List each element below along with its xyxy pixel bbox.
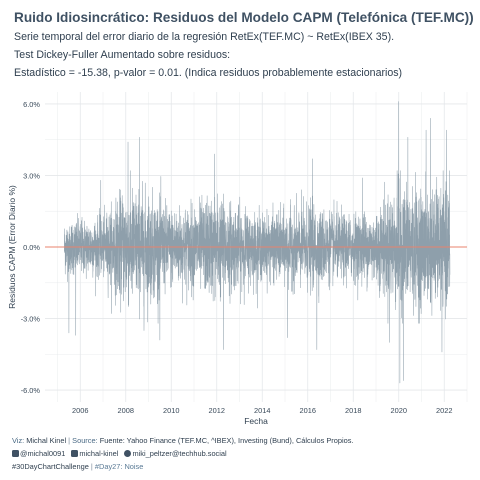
footer-handles: @michal0091 michal-kinel miki_peltzer@te… xyxy=(12,447,353,460)
footer: Viz: Michal Kinel | Source: Fuente: Yaho… xyxy=(12,434,353,473)
y-tick-label: -3.0% xyxy=(21,315,41,324)
viz-label: Viz: xyxy=(12,436,25,445)
x-tick-label: 2016 xyxy=(300,406,316,415)
source-label: Source: xyxy=(72,436,98,445)
day-tag[interactable]: #Day27: Noise xyxy=(94,462,144,471)
y-tick-label: 6.0% xyxy=(23,100,40,109)
x-tick-label: 2014 xyxy=(254,406,270,415)
footer-separator: | xyxy=(68,436,71,445)
linkedin-icon xyxy=(71,450,79,457)
x-tick-label: 2020 xyxy=(391,406,407,415)
footer-credits: Viz: Michal Kinel | Source: Fuente: Yaho… xyxy=(12,434,353,447)
x-axis-label: Fecha xyxy=(244,416,268,426)
source-text: Fuente: Yahoo Finance (TEF.MC, ^IBEX), I… xyxy=(99,436,354,445)
y-tick-label: -6.0% xyxy=(21,386,41,395)
adf-test-heading: Test Dickey-Fuller Aumentado sobre resid… xyxy=(14,49,231,61)
viz-author: Michal Kinel xyxy=(26,436,67,445)
linkedin-handle[interactable]: michal-kinel xyxy=(79,449,119,458)
x-tick-label: 2010 xyxy=(163,406,179,415)
y-axis-ticks: 6.0% 3.0% 0.0% -3.0% -6.0% xyxy=(21,100,41,395)
y-axis-label: Residuos CAPM (Error Diario %) xyxy=(7,185,17,309)
residuals-chart: 6.0%3.0%0.0%-3.0%-6.0% 2006 2008 2010 2012 2… xyxy=(7,92,468,426)
residual-series xyxy=(64,101,451,384)
x-axis-ticks: 2006 2008 2010 2012 2014 2016 2018 2020 2022 xyxy=(72,406,452,415)
x-tick-label: 2022 xyxy=(436,406,452,415)
x-tick-label: 2006 xyxy=(72,406,88,415)
adf-test-result: Estadístico = -15.38, p-valor = 0.01. (I… xyxy=(14,67,403,79)
y-tick-label: 3.0% xyxy=(23,171,40,180)
x-tick-label: 2012 xyxy=(209,406,225,415)
mastodon-icon xyxy=(124,450,132,457)
mastodon-handle[interactable]: miki_peltzer@techhub.social xyxy=(132,449,227,458)
y-tick-label: 0.0% xyxy=(23,243,40,252)
challenge-tag[interactable]: #30DayChartChallenge xyxy=(12,462,89,471)
footer-tags: #30DayChartChallenge | #Day27: Noise xyxy=(12,460,353,473)
residual-line xyxy=(64,101,451,384)
x-twitter-icon xyxy=(12,450,19,457)
chart-title: Ruido Idiosincrático: Residuos del Model… xyxy=(14,10,474,25)
x-handle[interactable]: @michal0091 xyxy=(20,449,66,458)
x-tick-label: 2008 xyxy=(118,406,134,415)
tag-separator: | xyxy=(90,462,93,471)
chart-subtitle: Serie temporal del error diario de la re… xyxy=(14,31,395,43)
x-tick-label: 2018 xyxy=(345,406,361,415)
